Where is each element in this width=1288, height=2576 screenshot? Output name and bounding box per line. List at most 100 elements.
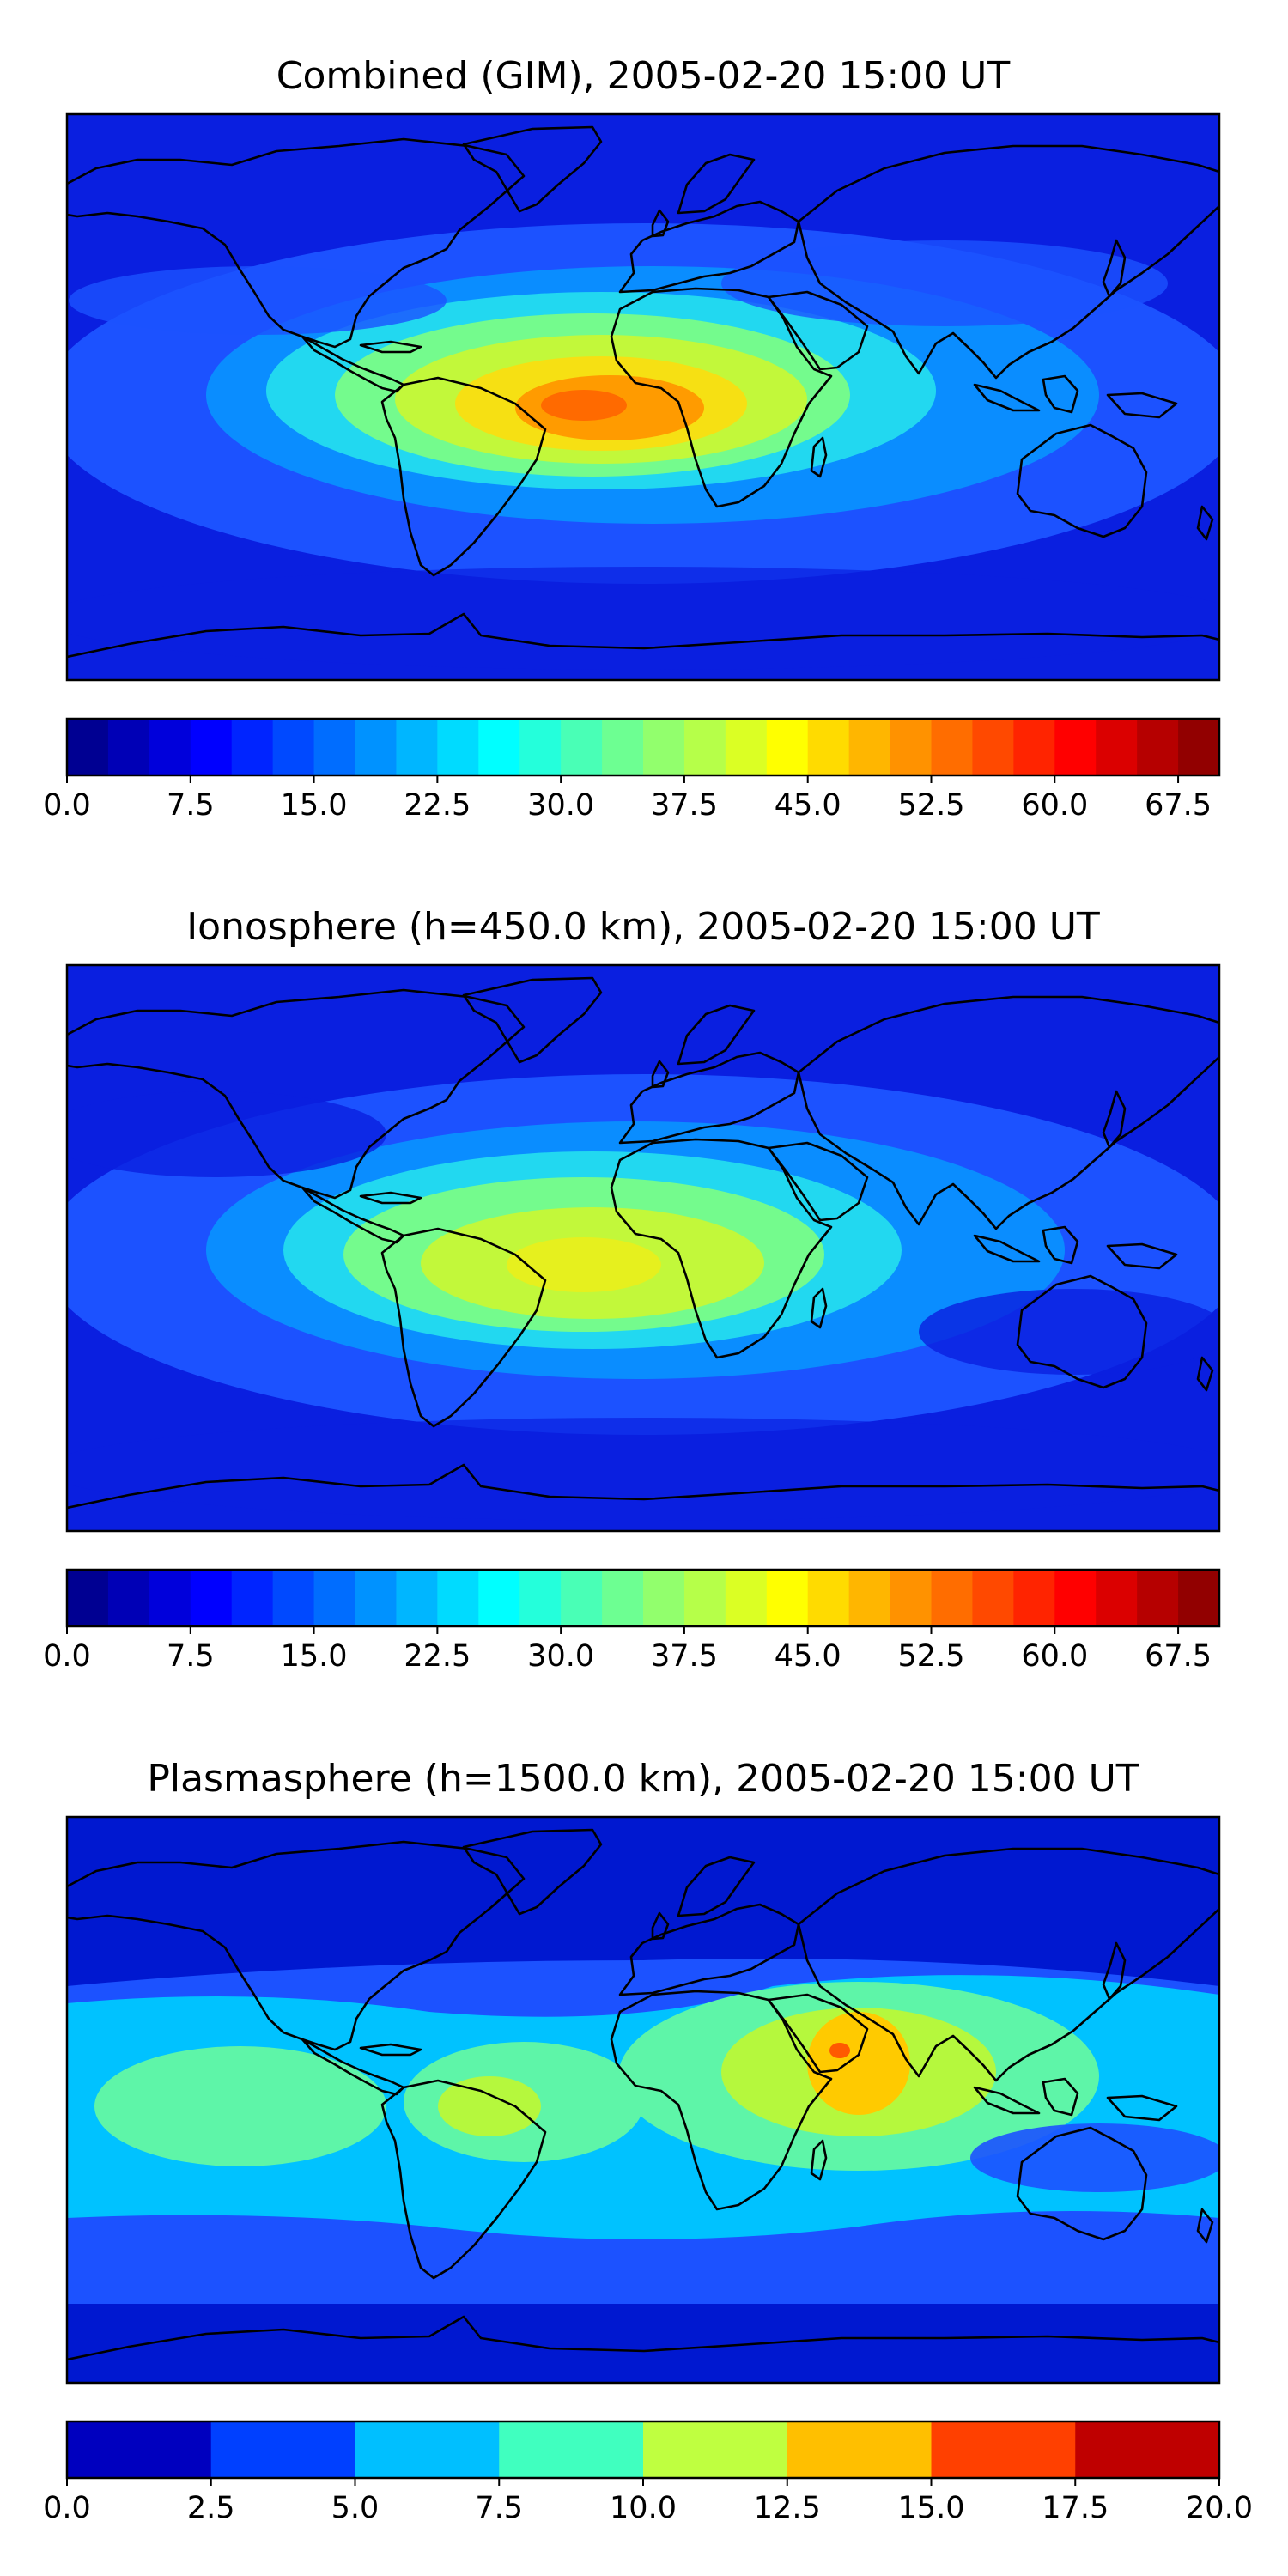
colorbar-tick-label: 30.0	[527, 1639, 594, 1674]
colorbar-bin	[766, 719, 809, 775]
colorbar-bin	[1013, 1570, 1055, 1626]
colorbar-bin	[807, 719, 850, 775]
colorbar-bin	[807, 1570, 850, 1626]
colorbar-bin	[107, 719, 150, 775]
colorbar-tick-label: 60.0	[1021, 1639, 1088, 1674]
panel2-frame	[65, 963, 1221, 1533]
colorbar-bin	[683, 1570, 726, 1626]
colorbar-tick-label: 60.0	[1021, 788, 1088, 823]
colorbar-bin	[1178, 719, 1220, 775]
colorbar-bin	[1178, 1570, 1220, 1626]
colorbar-tick-label: 52.5	[898, 1639, 965, 1674]
colorbar-tick-label: 67.5	[1145, 788, 1212, 823]
colorbar-tick-label: 7.5	[167, 788, 215, 823]
colorbar-tick-label: 67.5	[1145, 1639, 1212, 1674]
colorbar-bin	[1075, 2421, 1220, 2478]
panel3-colorbar	[65, 2420, 1221, 2480]
panel3-map	[67, 1817, 1219, 2383]
colorbar-bin	[766, 1570, 809, 1626]
colorbar-tick-label: 37.5	[651, 788, 718, 823]
colorbar-tick-label: 0.0	[43, 2491, 91, 2525]
colorbar-bin	[643, 1570, 685, 1626]
colorbar-bin	[499, 2421, 644, 2478]
colorbar-bin	[848, 719, 891, 775]
colorbar-bin	[519, 719, 562, 775]
colorbar-bin	[972, 1570, 1014, 1626]
panel1-title: Combined (GIM), 2005-02-20 15:00 UT	[276, 54, 1011, 98]
colorbar-tick-label: 15.0	[898, 2491, 965, 2525]
colorbar-bin	[1013, 719, 1055, 775]
colorbar-bin	[890, 1570, 933, 1626]
colorbar-tick-label: 20.0	[1186, 2491, 1253, 2525]
colorbar-tick-label: 7.5	[475, 2491, 523, 2525]
colorbar-tick-label: 52.5	[898, 788, 965, 823]
colorbar-bin	[1054, 1570, 1097, 1626]
colorbar-tick-label: 10.0	[610, 2491, 677, 2525]
colorbar-bin	[437, 1570, 479, 1626]
colorbar-bin	[1137, 1570, 1179, 1626]
panel3-colorbar-ticks: 0.0 2.5 5.0 7.5 10.0 12.5 15.0 17.5 20.0	[43, 2478, 1253, 2525]
colorbar-tick-label: 15.0	[281, 1639, 348, 1674]
colorbar-bin	[231, 719, 274, 775]
panel3-frame	[65, 1815, 1221, 2385]
colorbar-bin	[190, 719, 233, 775]
colorbar-tick-label: 7.5	[167, 1639, 215, 1674]
colorbar-bin	[931, 1570, 974, 1626]
colorbar-bin	[396, 719, 438, 775]
colorbar-bin	[848, 1570, 891, 1626]
colorbar-tick-label: 0.0	[43, 788, 91, 823]
colorbar-bin	[972, 719, 1014, 775]
colorbar-bin	[643, 2421, 788, 2478]
panel1-frame	[65, 112, 1221, 682]
colorbar-bin	[67, 1570, 109, 1626]
colorbar-bin	[190, 1570, 233, 1626]
colorbar-bin	[931, 719, 974, 775]
colorbar-bin	[1137, 719, 1179, 775]
panel2-map	[67, 965, 1219, 1531]
colorbar-tick-label: 30.0	[527, 788, 594, 823]
colorbar-bin	[643, 719, 685, 775]
colorbar-tick-label: 0.0	[43, 1639, 91, 1674]
colorbar-tick-label: 17.5	[1042, 2491, 1109, 2525]
colorbar-tick-label: 15.0	[281, 788, 348, 823]
colorbar-bin	[231, 1570, 274, 1626]
panel2-colorbar	[65, 1568, 1221, 1628]
colorbar-bin	[272, 1570, 315, 1626]
colorbar-bin	[931, 2421, 1076, 2478]
colorbar-tick-label: 5.0	[331, 2491, 380, 2525]
colorbar-bin	[561, 1570, 603, 1626]
colorbar-bin	[67, 719, 109, 775]
colorbar-bin	[210, 2421, 356, 2478]
colorbar-tick-label: 2.5	[187, 2491, 235, 2525]
colorbar-bin	[602, 719, 644, 775]
colorbar-bin	[313, 719, 356, 775]
colorbar-bin	[725, 719, 768, 775]
panel1-map	[67, 114, 1219, 680]
colorbar-bin	[683, 719, 726, 775]
colorbar-bin	[355, 2421, 500, 2478]
colorbar-bin	[725, 1570, 768, 1626]
colorbar-tick-label: 22.5	[404, 788, 471, 823]
colorbar-bin	[561, 719, 603, 775]
colorbar-bin	[355, 719, 398, 775]
panel3-title: Plasmasphere (h=1500.0 km), 2005-02-20 1…	[147, 1757, 1139, 1801]
colorbar-tick-label: 37.5	[651, 1639, 718, 1674]
colorbar-tick-label: 22.5	[404, 1639, 471, 1674]
colorbar-bin	[437, 719, 479, 775]
colorbar-bin	[355, 1570, 398, 1626]
colorbar-tick-label: 12.5	[754, 2491, 821, 2525]
colorbar-bin	[787, 2421, 933, 2478]
colorbar-bin	[107, 1570, 150, 1626]
colorbar-bin	[1054, 719, 1097, 775]
colorbar-bin	[1096, 719, 1138, 775]
colorbar-bin	[396, 1570, 438, 1626]
colorbar-bin	[149, 719, 191, 775]
colorbar-bin	[67, 2421, 212, 2478]
colorbar-bin	[602, 1570, 644, 1626]
panel1-colorbar-ticks: 0.0 7.5 15.0 22.5 30.0 37.5 45.0 52.5 60.0 67.5	[43, 775, 1212, 823]
colorbar-bin	[478, 1570, 520, 1626]
colorbar-bin	[272, 719, 315, 775]
colorbar-bin	[478, 719, 520, 775]
colorbar-tick-label: 45.0	[775, 1639, 841, 1674]
